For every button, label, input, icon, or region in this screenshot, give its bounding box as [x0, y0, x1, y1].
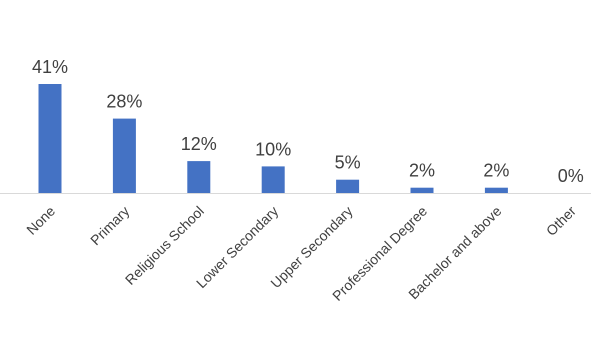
data-label-professional-degree: 2%: [409, 161, 435, 181]
bar-lower-secondary: [261, 166, 285, 193]
data-label-none: 41%: [32, 57, 68, 77]
bar-professional-degree: [410, 187, 434, 193]
x-tick-label-other: Other: [543, 203, 579, 239]
bar-primary: [112, 118, 136, 193]
x-tick-label-primary: Primary: [87, 203, 132, 248]
data-labels-group: 41% 28% 12% 10% 5% 2% 2% 0%: [32, 57, 584, 186]
data-label-primary: 28%: [106, 92, 142, 112]
data-label-religious-school: 12%: [181, 134, 217, 154]
bars-group: [38, 84, 508, 193]
bar-bachelor-and-above: [484, 187, 508, 193]
data-label-bachelor-and-above: 2%: [483, 161, 509, 181]
bar-upper-secondary: [336, 179, 360, 193]
x-tick-label-religious-school: Religious School: [122, 203, 207, 288]
bar-none: [38, 84, 62, 193]
data-label-other: 0%: [558, 166, 584, 186]
data-label-lower-secondary: 10%: [255, 139, 291, 159]
x-tick-label-none: None: [23, 203, 58, 238]
bar-religious-school: [187, 161, 211, 193]
data-label-upper-secondary: 5%: [335, 153, 361, 173]
